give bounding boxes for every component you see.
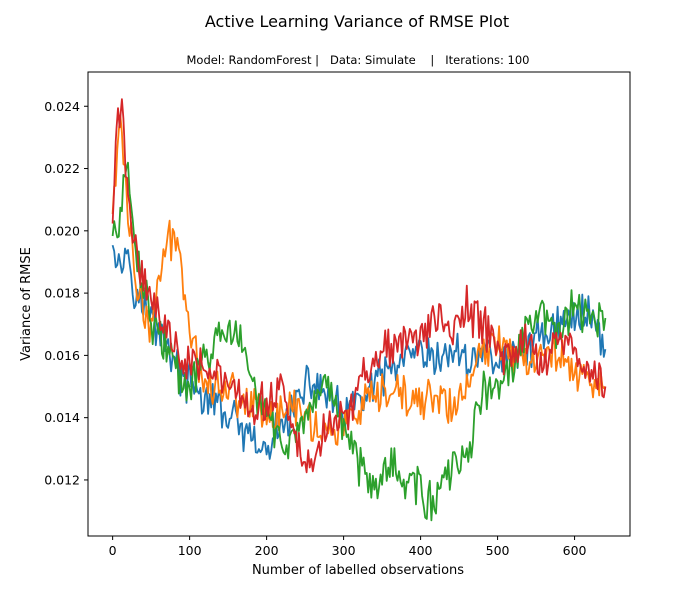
x-tick-label: 100 bbox=[178, 543, 202, 558]
series-2 bbox=[111, 114, 607, 446]
series-line bbox=[111, 114, 607, 446]
x-axis: 0 100 200 300 400 500 600 bbox=[109, 536, 587, 558]
y-tick-label: 0.024 bbox=[44, 99, 80, 114]
y-axis: 0.012 0.014 0.016 0.018 0.020 0.022 0.024 bbox=[44, 99, 88, 487]
x-tick-label: 0 bbox=[109, 543, 117, 558]
y-tick-label: 0.022 bbox=[44, 161, 80, 176]
series-layer bbox=[111, 98, 607, 522]
chart-subtitle: Model: RandomForest | Data: Simulate | I… bbox=[187, 53, 530, 67]
x-tick-label: 300 bbox=[332, 543, 356, 558]
x-tick-label: 200 bbox=[255, 543, 279, 558]
x-tick-label: 400 bbox=[409, 543, 433, 558]
y-tick-label: 0.012 bbox=[44, 472, 80, 487]
x-tick-label: 500 bbox=[486, 543, 510, 558]
series-4 bbox=[111, 98, 607, 474]
y-tick-label: 0.018 bbox=[44, 286, 80, 301]
chart-title: Active Learning Variance of RMSE Plot bbox=[205, 12, 509, 31]
y-tick-label: 0.014 bbox=[44, 410, 80, 425]
y-axis-label: Variance of RMSE bbox=[19, 247, 34, 361]
x-axis-label: Number of labelled observations bbox=[252, 563, 464, 578]
series-line bbox=[111, 98, 607, 474]
series-1 bbox=[111, 244, 607, 460]
x-tick-label: 600 bbox=[563, 543, 587, 558]
series-line bbox=[111, 244, 607, 460]
y-tick-label: 0.016 bbox=[44, 348, 80, 363]
y-tick-label: 0.020 bbox=[44, 223, 80, 238]
plot-frame bbox=[87, 71, 631, 537]
